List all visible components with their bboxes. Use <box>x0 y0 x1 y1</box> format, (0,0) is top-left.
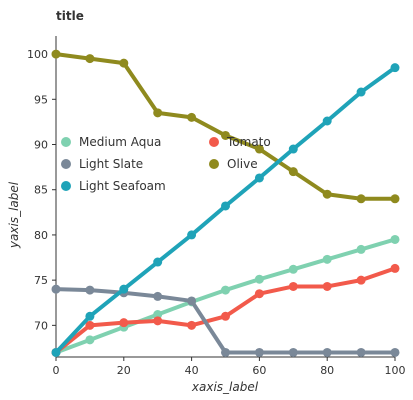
x-axis-label: xaxis_label <box>191 380 259 394</box>
legend-label-medium-aqua: Medium Aqua <box>79 135 161 149</box>
data-point-light-slate <box>254 347 264 357</box>
data-point-olive <box>51 49 61 59</box>
data-point-tomato <box>187 320 197 330</box>
legend-label-light-slate: Light Slate <box>79 157 143 171</box>
x-tick-label: 80 <box>320 364 334 377</box>
data-point-medium-aqua <box>221 285 230 295</box>
data-point-light-slate <box>187 296 197 306</box>
x-tick-label: 20 <box>117 364 131 377</box>
data-point-olive <box>322 189 332 199</box>
legend-marker-olive <box>209 159 219 169</box>
data-point-olive <box>85 54 95 64</box>
data-point-medium-aqua <box>356 244 366 254</box>
series-line-olive <box>55 52 395 201</box>
y-tick-label: 70 <box>34 319 48 332</box>
x-tick-label: 0 <box>53 364 60 377</box>
data-point-light-slate <box>221 347 230 357</box>
data-point-light-slate <box>51 284 61 294</box>
data-point-light-slate <box>322 347 332 357</box>
y-tick-label: 85 <box>34 184 48 197</box>
data-point-light-seafoam <box>119 284 129 294</box>
x-tick-label: 40 <box>185 364 199 377</box>
y-tick-label: 75 <box>34 274 48 287</box>
data-point-light-seafoam <box>390 63 400 73</box>
legend-marker-light-slate <box>61 159 71 169</box>
legend-marker-tomato <box>209 137 219 147</box>
data-point-tomato <box>390 263 400 273</box>
data-point-medium-aqua <box>85 335 95 345</box>
data-point-tomato <box>221 311 230 321</box>
data-point-light-seafoam <box>187 230 197 240</box>
data-point-medium-aqua <box>390 234 400 244</box>
data-point-light-seafoam <box>221 201 230 211</box>
data-point-tomato <box>254 289 264 299</box>
data-point-olive <box>390 194 400 204</box>
x-tick-label: 60 <box>252 364 266 377</box>
legend-label-olive: Olive <box>227 157 258 171</box>
data-point-tomato <box>288 281 298 291</box>
data-point-light-slate <box>356 347 366 357</box>
data-point-medium-aqua <box>254 274 264 284</box>
data-point-light-seafoam <box>85 311 95 321</box>
data-point-medium-aqua <box>288 264 298 274</box>
data-point-light-slate <box>153 291 163 301</box>
data-point-light-seafoam <box>254 173 264 183</box>
data-point-olive <box>153 108 163 118</box>
y-tick-label: 95 <box>34 93 48 106</box>
data-point-light-seafoam <box>288 144 298 154</box>
y-tick-label: 100 <box>27 48 48 61</box>
y-tick-label: 80 <box>34 229 48 242</box>
legend-label-tomato: Tomato <box>226 135 271 149</box>
data-point-olive <box>356 194 366 204</box>
data-point-light-slate <box>288 347 298 357</box>
data-point-light-slate <box>390 347 400 357</box>
data-point-olive <box>187 112 197 122</box>
y-tick-label: 90 <box>34 139 48 152</box>
data-point-medium-aqua <box>153 310 163 320</box>
data-point-olive <box>254 144 264 154</box>
plot-area: 70 75 80 85 90 95 100 0 20 40 60 80 100 <box>27 36 406 377</box>
data-point-olive <box>288 167 298 177</box>
data-point-olive <box>119 58 129 68</box>
data-point-light-seafoam <box>153 257 163 267</box>
data-point-light-seafoam <box>51 347 61 357</box>
data-point-light-slate <box>85 285 95 295</box>
data-point-tomato <box>85 320 95 330</box>
legend: Medium Aqua Tomato Light Slate Olive Light S… <box>61 135 271 193</box>
chart-title: title <box>56 9 84 23</box>
data-point-tomato <box>322 281 332 291</box>
series-line-medium-aqua <box>55 237 396 355</box>
data-point-light-seafoam <box>356 87 366 97</box>
data-point-tomato <box>356 275 366 285</box>
data-point-light-seafoam <box>322 116 332 126</box>
y-axis-label: yaxis_label <box>7 181 21 249</box>
legend-label-light-seafoam: Light Seafoam <box>79 179 166 193</box>
x-tick-label: 100 <box>385 364 406 377</box>
series-line-tomato <box>54 266 396 355</box>
data-point-tomato <box>119 318 129 328</box>
series-line-light-slate <box>55 287 395 355</box>
legend-marker-medium-aqua <box>61 137 71 147</box>
legend-marker-light-seafoam <box>61 181 71 191</box>
data-point-olive <box>221 130 230 140</box>
data-point-tomato <box>153 316 163 326</box>
data-point-medium-aqua <box>322 254 332 264</box>
